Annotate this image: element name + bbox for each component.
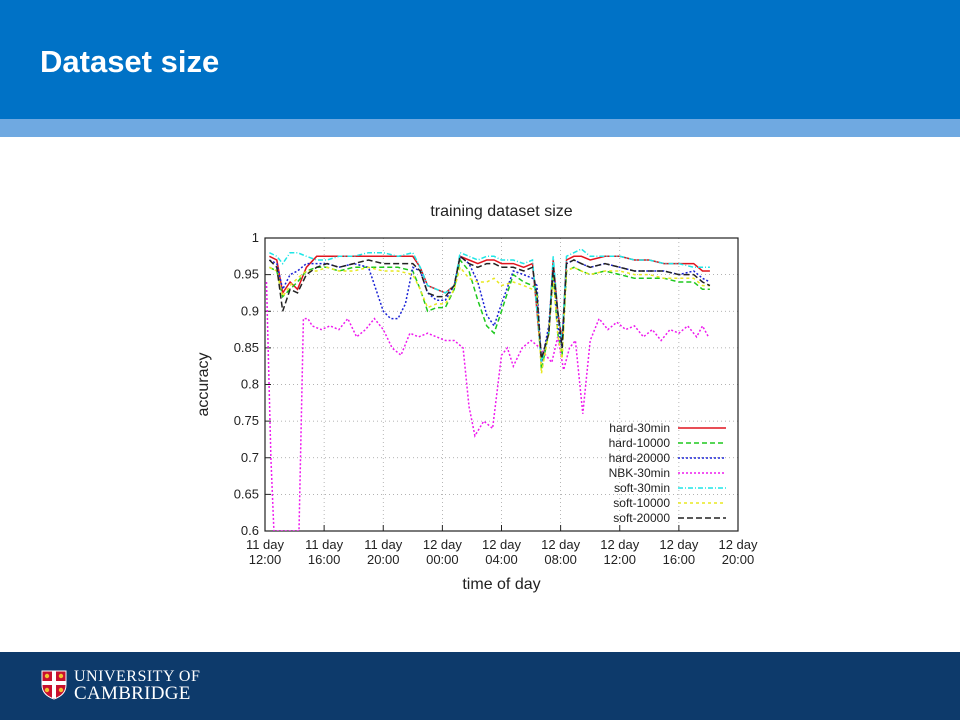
y-tick-label: 1 [252, 230, 259, 245]
series-line-hard-30min [269, 255, 710, 363]
plot-frame [264, 237, 739, 532]
x-tick-label: 20:00 [367, 552, 400, 567]
x-tick-label: 12:00 [249, 552, 282, 567]
x-axis-label: time of day [462, 576, 540, 593]
slide-header [0, 0, 960, 119]
x-tick-label: 11 day [246, 537, 285, 552]
x-tick-label: 16:00 [308, 552, 341, 567]
university-line2: CAMBRIDGE [74, 683, 191, 704]
y-tick-label: 0.6 [241, 523, 259, 538]
footer-bar [0, 652, 960, 720]
legend-label: hard-30min [609, 421, 670, 435]
series-line-soft-20000 [268, 254, 711, 360]
x-tick-label: 12 day [482, 537, 522, 552]
series-line-hard-20000 [269, 254, 711, 363]
legend-label: soft-20000 [613, 511, 670, 525]
y-tick-label: 0.95 [234, 267, 259, 282]
header-stripe [0, 119, 960, 137]
x-tick-label: 12 day [423, 537, 463, 552]
series-line-soft-30min [269, 248, 710, 363]
y-axis-label: accuracy [195, 352, 212, 416]
x-tick-label: 12 day [600, 537, 640, 552]
university-wordmark: UNIVERSITY OF CAMBRIDGE [74, 668, 201, 704]
x-tick-label: 11 day [305, 537, 344, 552]
y-tick-label: 0.9 [241, 303, 259, 318]
accuracy-chart: 10.950.90.850.80.750.70.650.611 day12:00… [195, 203, 758, 593]
x-tick-label: 12 day [659, 537, 699, 552]
x-tick-label: 08:00 [544, 552, 577, 567]
series-line-soft-10000 [269, 265, 710, 374]
series-line-hard-10000 [269, 258, 710, 371]
y-tick-label: 0.85 [234, 340, 259, 355]
slide-title: Dataset size [40, 44, 220, 79]
legend-label: soft-30min [614, 481, 670, 495]
x-tick-label: 16:00 [663, 552, 696, 567]
chart-title: training dataset size [430, 203, 572, 220]
legend-label: hard-10000 [609, 436, 671, 450]
x-tick-label: 00:00 [426, 552, 459, 567]
legend-label: NBK-30min [609, 466, 670, 480]
university-crest-icon [41, 670, 67, 700]
x-tick-label: 04:00 [485, 552, 518, 567]
y-tick-label: 0.65 [234, 486, 259, 501]
university-line1: UNIVERSITY OF [74, 668, 201, 685]
y-tick-label: 0.8 [241, 377, 259, 392]
legend-label: hard-20000 [609, 451, 671, 465]
y-tick-label: 0.75 [234, 413, 259, 428]
x-tick-label: 12 day [718, 537, 758, 552]
x-tick-label: 12 day [541, 537, 581, 552]
y-tick-label: 0.7 [241, 450, 259, 465]
legend-label: soft-10000 [613, 496, 670, 510]
x-tick-label: 11 day [364, 537, 403, 552]
x-tick-label: 20:00 [722, 552, 755, 567]
x-tick-label: 12:00 [603, 552, 636, 567]
